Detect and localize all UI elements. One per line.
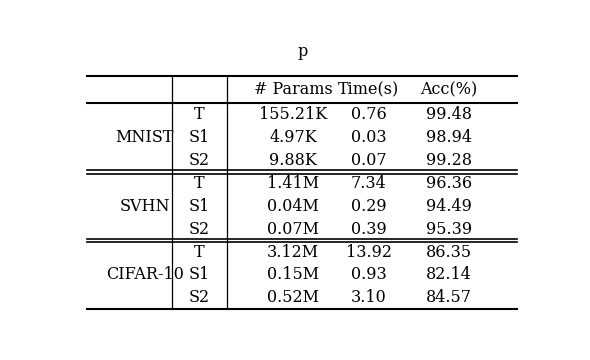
Text: 7.34: 7.34 <box>351 175 386 192</box>
Text: S2: S2 <box>189 221 210 238</box>
Text: 96.36: 96.36 <box>425 175 472 192</box>
Text: 0.39: 0.39 <box>351 221 386 238</box>
Text: # Params: # Params <box>254 81 333 98</box>
Text: 0.07M: 0.07M <box>267 221 319 238</box>
Text: Acc(%): Acc(%) <box>420 81 477 98</box>
Text: SVHN: SVHN <box>119 198 170 215</box>
Text: S1: S1 <box>189 129 210 146</box>
Text: 0.29: 0.29 <box>351 198 386 215</box>
Text: Time(s): Time(s) <box>338 81 399 98</box>
Text: 0.04M: 0.04M <box>267 198 319 215</box>
Text: 0.07: 0.07 <box>351 152 386 169</box>
Text: CIFAR-10: CIFAR-10 <box>106 266 183 283</box>
Text: 0.76: 0.76 <box>351 106 386 123</box>
Text: T: T <box>194 175 205 192</box>
Text: T: T <box>194 244 205 261</box>
Text: 0.52M: 0.52M <box>267 289 319 306</box>
Text: S1: S1 <box>189 198 210 215</box>
Text: 84.57: 84.57 <box>426 289 471 306</box>
Text: 82.14: 82.14 <box>426 266 471 283</box>
Text: 3.12M: 3.12M <box>267 244 319 261</box>
Text: 98.94: 98.94 <box>426 129 471 146</box>
Text: 3.10: 3.10 <box>351 289 386 306</box>
Text: S2: S2 <box>189 289 210 306</box>
Text: S1: S1 <box>189 266 210 283</box>
Text: T: T <box>194 106 205 123</box>
Text: 0.15M: 0.15M <box>267 266 319 283</box>
Text: S2: S2 <box>189 152 210 169</box>
Text: p: p <box>297 43 307 60</box>
Text: 95.39: 95.39 <box>425 221 472 238</box>
Text: 4.97K: 4.97K <box>270 129 317 146</box>
Text: 13.92: 13.92 <box>346 244 392 261</box>
Text: 9.88K: 9.88K <box>269 152 317 169</box>
Text: 86.35: 86.35 <box>425 244 472 261</box>
Text: 99.48: 99.48 <box>426 106 471 123</box>
Text: MNIST: MNIST <box>116 129 174 146</box>
Text: 94.49: 94.49 <box>426 198 471 215</box>
Text: 0.03: 0.03 <box>351 129 386 146</box>
Text: 0.93: 0.93 <box>351 266 386 283</box>
Text: 99.28: 99.28 <box>426 152 471 169</box>
Text: 155.21K: 155.21K <box>259 106 327 123</box>
Text: 1.41M: 1.41M <box>267 175 319 192</box>
